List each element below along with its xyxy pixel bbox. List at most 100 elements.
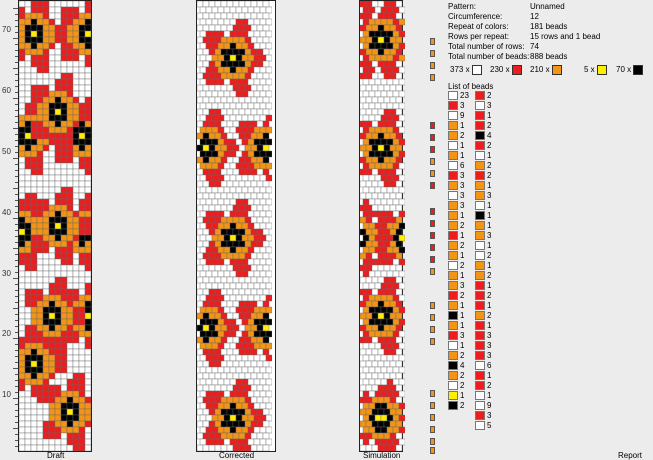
draft-panel[interactable]: [18, 0, 92, 452]
bead-cell: [253, 54, 261, 62]
bead-cell: [265, 18, 272, 26]
bead-list-item: 9: [448, 111, 478, 121]
bead-cell: [208, 192, 216, 200]
ruler-tick: [15, 182, 18, 183]
bead-cell: [54, 186, 62, 194]
bead-cell: [229, 354, 237, 362]
bead-cell: [72, 192, 80, 200]
bead-cell: [232, 384, 240, 392]
bead-cell: [66, 114, 74, 122]
bead-cell: [229, 174, 237, 182]
bead-cell: [60, 216, 68, 224]
bead-cell: [392, 198, 400, 206]
row-marker: [430, 414, 435, 421]
bead-cell: [226, 288, 234, 296]
info-value: 74: [530, 42, 539, 51]
bead-cell: [214, 252, 222, 260]
bead-cell: [36, 1, 44, 8]
bead-cell: [368, 294, 376, 302]
bead-cell: [244, 324, 252, 332]
bead-cell: [241, 186, 249, 194]
bead-cell: [66, 24, 74, 32]
simulation-panel[interactable]: [359, 0, 405, 452]
bead-count: 2: [460, 221, 465, 230]
bead-cell: [389, 324, 397, 332]
bead-cell: [60, 78, 68, 86]
bead-cell: [197, 180, 204, 188]
bead-cell: [66, 384, 74, 392]
bead-cell: [84, 18, 91, 26]
bead-cell: [220, 48, 228, 56]
bead-cell: [398, 210, 405, 218]
bead-cell: [247, 282, 255, 290]
bead-cell: [383, 24, 391, 32]
bead-cell: [360, 300, 367, 308]
bead-swatch: [475, 201, 485, 210]
bead-cell: [54, 396, 62, 404]
bead-swatch: [448, 171, 458, 180]
bead-grid[interactable]: [19, 1, 91, 451]
bead-cell: [199, 174, 207, 182]
bead-cell: [54, 90, 62, 98]
bead-cell: [395, 420, 403, 428]
bead-swatch: [475, 181, 485, 190]
bead-cell: [232, 360, 240, 368]
bead-cell: [60, 336, 68, 344]
bead-cell: [223, 210, 231, 218]
bead-cell: [362, 138, 370, 146]
bead-cell: [374, 186, 382, 194]
bead-cell: [60, 276, 68, 284]
bead-cell: [395, 384, 403, 392]
bead-cell: [374, 330, 382, 338]
bead-cell: [368, 30, 376, 38]
bead-cell: [241, 78, 249, 86]
bead-cell: [365, 108, 373, 116]
bead-cell: [241, 318, 249, 326]
bead-cell: [24, 264, 32, 272]
bead-cell: [211, 330, 219, 338]
bead-cell: [84, 240, 91, 248]
bead-cell: [265, 30, 272, 38]
bead-cell: [214, 48, 222, 56]
bead-cell: [48, 72, 56, 80]
bead-grid[interactable]: [360, 1, 405, 451]
bead-cell: [223, 342, 231, 350]
bead-cell: [197, 324, 204, 332]
bead-cell: [36, 156, 44, 164]
bead-cell: [214, 192, 222, 200]
bead-cell: [54, 246, 62, 254]
bead-cell: [19, 66, 26, 74]
bead-cell: [60, 396, 68, 404]
bead-cell: [371, 84, 379, 92]
bead-cell: [30, 126, 38, 134]
bead-cell: [226, 216, 234, 224]
bead-cell: [205, 150, 213, 158]
bead-cell: [259, 42, 267, 50]
bead-cell: [241, 126, 249, 134]
bead-cell: [202, 396, 210, 404]
bead-cell: [259, 54, 267, 62]
bead-cell: [205, 438, 213, 446]
bead-cell: [259, 378, 267, 386]
bead-cell: [250, 288, 258, 296]
bead-cell: [60, 438, 68, 446]
bead-cell: [60, 24, 68, 32]
bead-cell: [72, 276, 80, 284]
bead-cell: [374, 6, 382, 14]
bead-cell: [368, 234, 376, 242]
bead-cell: [371, 348, 379, 356]
ruler-tick: [15, 146, 18, 147]
bead-cell: [360, 360, 367, 368]
bead-cell: [371, 204, 379, 212]
bead-cell: [389, 276, 397, 284]
bead-cell: [247, 54, 255, 62]
bead-cell: [54, 438, 62, 446]
bead-cell: [214, 324, 222, 332]
report-tab[interactable]: Report: [618, 451, 643, 460]
corrected-panel[interactable]: [196, 0, 276, 452]
bead-cell: [72, 306, 80, 314]
bead-cell: [48, 336, 56, 344]
bead-grid[interactable]: [197, 1, 272, 451]
bead-cell: [232, 132, 240, 140]
bead-cell: [36, 186, 44, 194]
